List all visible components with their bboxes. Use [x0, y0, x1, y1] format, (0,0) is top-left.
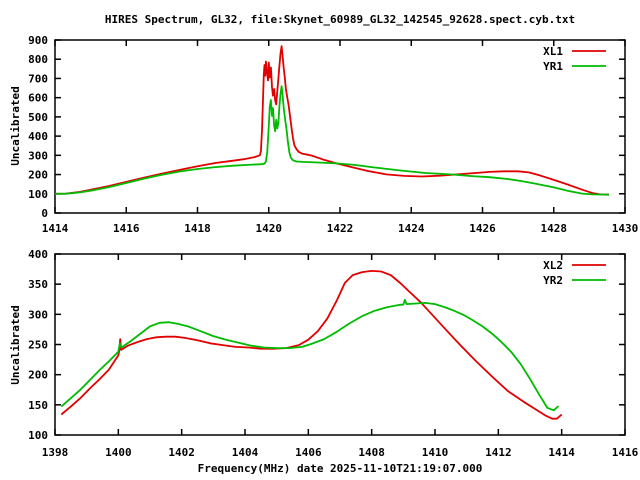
x-tick-label: 1410 [422, 446, 449, 459]
x-tick-label: 1418 [184, 222, 211, 235]
y-tick-label: 800 [28, 53, 48, 66]
y-tick-label: 350 [28, 278, 48, 291]
x-tick-label: 1406 [295, 446, 322, 459]
x-axis-label: Frequency(MHz) date 2025-11-10T21:19:07.… [197, 462, 483, 475]
y-tick-label: 0 [41, 207, 48, 220]
top-plot-area: 1414 1416 1418 1420 1422 1424 1426 1428 1430 0 100… [28, 34, 638, 235]
series-line-YR2 [60, 299, 560, 412]
axis-ticks [54, 39, 626, 214]
y-tick-label: 100 [28, 188, 48, 201]
legend-label-YR1: YR1 [543, 60, 563, 73]
y-tick-label: 250 [28, 339, 48, 352]
axis-ticks [54, 253, 626, 436]
x-tick-label: 1402 [168, 446, 195, 459]
x-tick-label: 1398 [42, 446, 69, 459]
plot-title: HIRES Spectrum, GL32, file:Skynet_60989_… [104, 13, 576, 26]
x-tick-label: 1414 [42, 222, 69, 235]
x-tick-label: 1400 [105, 446, 132, 459]
y-tick-label: 500 [28, 111, 48, 124]
y-tick-label: 400 [28, 248, 48, 261]
y-tick-label: 100 [28, 429, 48, 442]
legend-label-YR2: YR2 [543, 274, 563, 287]
y-tick-label: 150 [28, 399, 48, 412]
x-tick-label: 1424 [398, 222, 425, 235]
series-line-YR1 [55, 85, 610, 196]
x-tick-label: 1430 [612, 222, 639, 235]
x-tick-label: 1420 [256, 222, 283, 235]
y-tick-label: 200 [28, 369, 48, 382]
legend-label-XL1: XL1 [543, 45, 563, 58]
series-line-XL1 [54, 45, 610, 196]
x-tick-label: 1428 [541, 222, 568, 235]
plot-border [54, 39, 626, 214]
y-tick-label: 900 [28, 34, 48, 47]
x-tick-label: 1408 [358, 446, 385, 459]
x-tick-label: 1416 [612, 446, 639, 459]
y-tick-label: 200 [28, 169, 48, 182]
y-tick-label: 400 [28, 130, 48, 143]
y-tick-label: 700 [28, 72, 48, 85]
x-tick-label: 1414 [548, 446, 575, 459]
x-tick-label: 1416 [113, 222, 140, 235]
plot-border [54, 253, 626, 436]
x-tick-label: 1404 [232, 446, 259, 459]
y-tick-label: 300 [28, 308, 48, 321]
x-tick-label: 1422 [327, 222, 354, 235]
legend-label-XL2: XL2 [543, 259, 563, 272]
y-tick-label: 600 [28, 92, 48, 105]
x-tick-label: 1426 [469, 222, 496, 235]
bottom-plot-area: 1398 1400 1402 1404 1406 1408 1410 1412 1414 1416… [28, 248, 638, 459]
y-tick-label: 300 [28, 149, 48, 162]
x-tick-label: 1412 [485, 446, 512, 459]
